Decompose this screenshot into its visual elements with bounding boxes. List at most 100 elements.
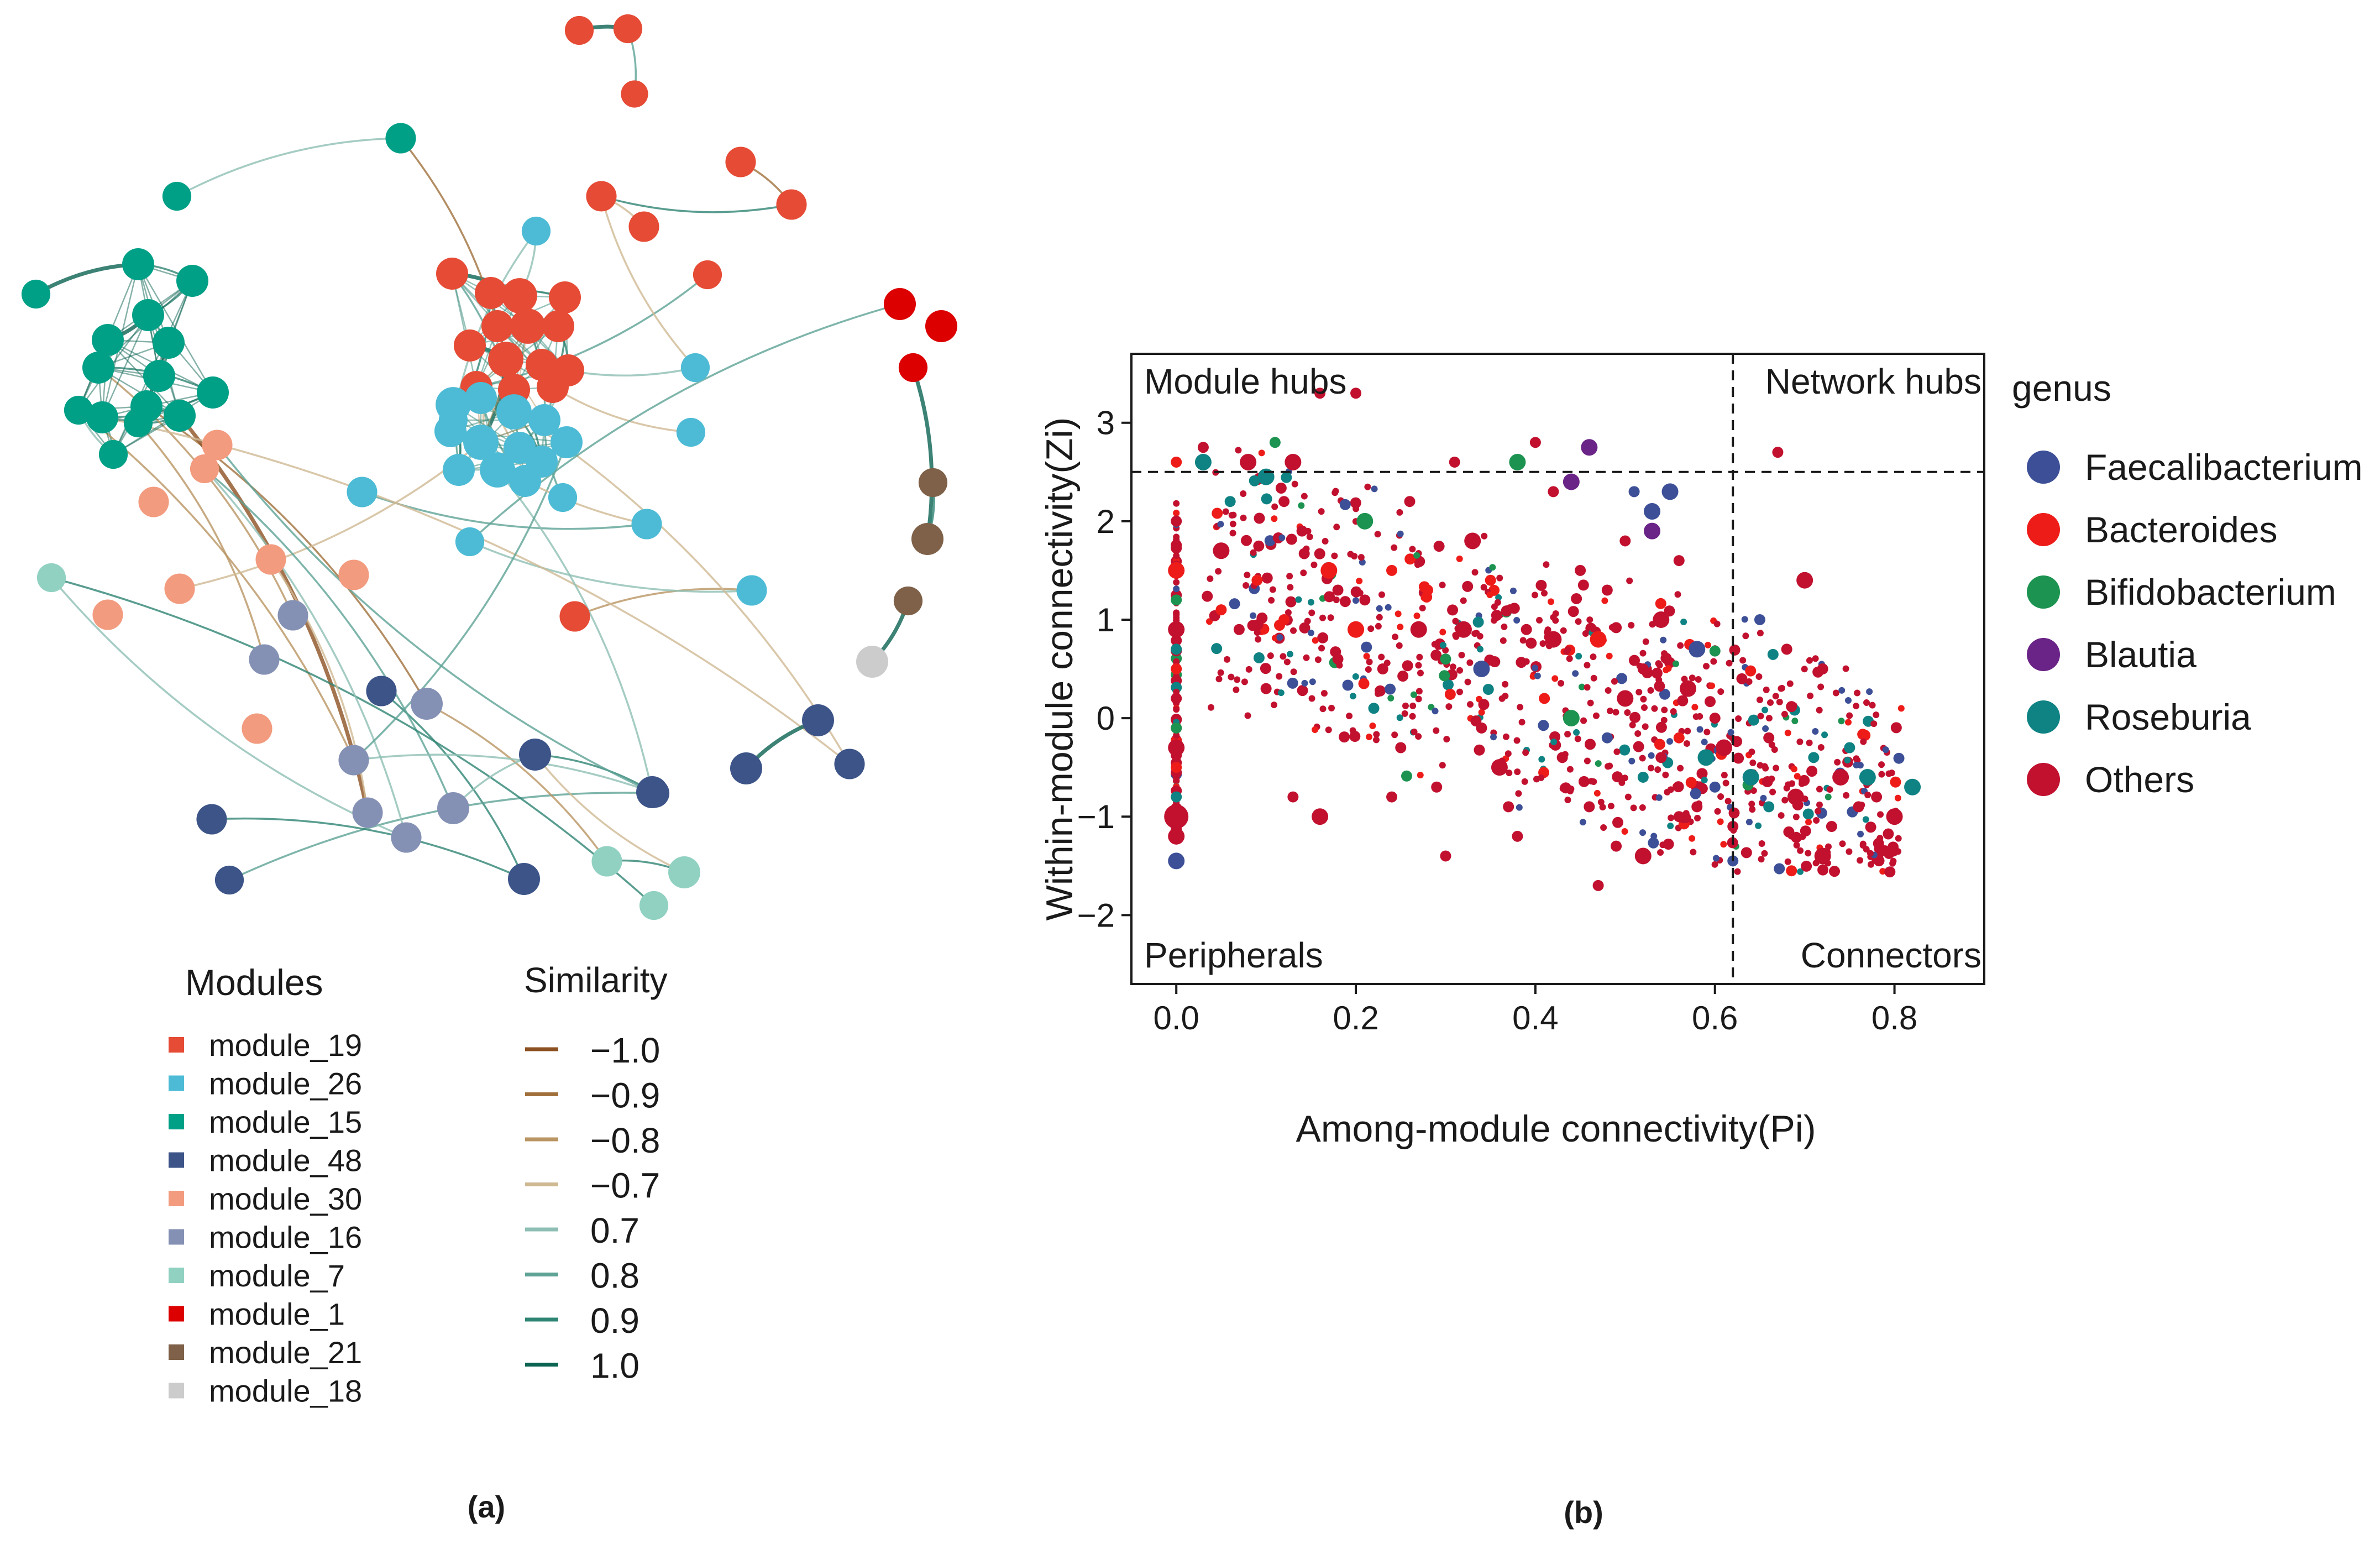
scatter-point xyxy=(1456,667,1464,674)
scatter-point-highlight xyxy=(1168,562,1185,579)
scatter-point xyxy=(1860,738,1867,745)
scatter-point xyxy=(1599,804,1606,811)
network-node-module-19 xyxy=(436,258,468,290)
scatter-point xyxy=(1597,798,1605,805)
scatter-point xyxy=(1374,531,1381,538)
scatter-point xyxy=(1207,575,1214,582)
scatter-point xyxy=(1290,668,1297,676)
scatter-point xyxy=(1277,689,1285,697)
network-node-module-15 xyxy=(176,265,208,297)
scatter-point xyxy=(1762,776,1773,788)
network-edge xyxy=(229,792,656,881)
scatter-point-highlight xyxy=(1644,503,1661,520)
scatter-point xyxy=(1633,741,1644,752)
scatter-point xyxy=(1762,765,1769,772)
scatter-point-highlight xyxy=(1440,653,1451,665)
scatter-point xyxy=(1445,703,1453,710)
y-tick-label: 2 xyxy=(1097,503,1115,540)
scatter-point-highlight xyxy=(1296,525,1308,537)
scatter-point-highlight xyxy=(1886,808,1903,825)
scatter-point-highlight xyxy=(1476,722,1487,734)
network-edge xyxy=(600,196,696,369)
scatter-point xyxy=(1630,804,1637,812)
scatter-point-highlight xyxy=(1194,453,1212,470)
scatter-point xyxy=(1590,778,1597,785)
scatter-point xyxy=(1350,497,1361,509)
network-node-module-15 xyxy=(123,408,153,438)
scatter-point xyxy=(1310,561,1318,568)
network-node-module-30 xyxy=(202,430,233,460)
scatter-point xyxy=(1327,614,1334,621)
scatter-point xyxy=(1447,604,1459,616)
scatter-point xyxy=(1613,748,1621,755)
network-node-module-19 xyxy=(586,181,617,212)
scatter-point-highlight xyxy=(1529,437,1541,448)
network-node-module-15 xyxy=(132,299,164,331)
scatter-point xyxy=(1255,636,1262,643)
genus-legend-label: Faecalibacterium xyxy=(2085,447,2363,488)
scatter-point xyxy=(1504,750,1512,757)
scatter-point xyxy=(1839,840,1846,847)
scatter-point xyxy=(1703,663,1710,670)
scatter-point-highlight xyxy=(1224,496,1236,507)
scatter-point xyxy=(1312,726,1319,733)
scatter-point xyxy=(1629,721,1636,729)
scatter-point xyxy=(1774,863,1785,875)
scatter-point xyxy=(1420,594,1428,601)
module-legend-label: module_48 xyxy=(209,1143,362,1178)
scatter-point xyxy=(1720,841,1727,848)
scatter-point xyxy=(1211,643,1223,655)
network-node-module-26 xyxy=(496,394,532,430)
scatter-point xyxy=(1577,579,1589,591)
scatter-point xyxy=(1385,683,1396,695)
y-tick-label: 1 xyxy=(1097,601,1115,638)
scatter-point xyxy=(1525,637,1537,649)
genus-legend-title: genus xyxy=(2012,368,2111,409)
network-node-module-26 xyxy=(528,404,560,436)
scatter-point xyxy=(1283,658,1291,666)
scatter-point xyxy=(1826,786,1833,793)
network-node-module-15 xyxy=(86,401,118,433)
scatter-point xyxy=(1397,530,1404,537)
scatter-point xyxy=(1333,524,1340,531)
scatter-point xyxy=(1606,708,1613,715)
genus-legend: Faecalibacterium Bacteroides Bifidobacteri… xyxy=(2027,447,2363,800)
scatter-point xyxy=(1349,693,1356,700)
scatter-point xyxy=(1739,657,1747,664)
scatter-point-highlight xyxy=(1691,801,1703,813)
similarity-legend-label: −1.0 xyxy=(590,1030,660,1070)
similarity-legend-title: Similarity xyxy=(524,960,668,1000)
scatter-point-highlight xyxy=(1754,614,1765,625)
scatter-point xyxy=(1584,662,1591,669)
scatter-point xyxy=(1491,610,1502,621)
scatter-point xyxy=(1366,658,1373,666)
scatter-point-highlight xyxy=(1844,742,1855,753)
network-node-module-1 xyxy=(898,353,928,383)
scatter-point xyxy=(1217,669,1224,676)
scatter-point xyxy=(1791,718,1799,725)
scatter-point xyxy=(1276,634,1283,641)
scatter-point xyxy=(1442,647,1449,654)
scatter-point xyxy=(1575,618,1582,625)
scatter-point xyxy=(1173,611,1180,619)
scatter-point xyxy=(1245,666,1252,673)
scatter-point xyxy=(1654,766,1661,773)
scatter-point xyxy=(1173,579,1180,586)
scatter-point xyxy=(1267,652,1274,660)
genus-legend-swatch xyxy=(2027,513,2060,546)
scatter-point xyxy=(1312,637,1319,644)
network-node-module-26 xyxy=(631,509,662,540)
scatter-point-highlight xyxy=(1563,473,1580,490)
scatter-point-highlight xyxy=(1168,852,1185,870)
scatter-point xyxy=(1661,706,1668,714)
scatter-point xyxy=(1490,734,1497,741)
scatter-point xyxy=(1375,622,1382,630)
scatter-point xyxy=(1464,678,1471,685)
scatter-point xyxy=(1372,736,1380,744)
network-edge xyxy=(496,469,653,793)
scatter-point xyxy=(1244,572,1251,579)
network-node-module-48 xyxy=(730,752,762,784)
scatter-point xyxy=(1741,847,1752,859)
scatter-point xyxy=(1532,664,1539,672)
y-tick-label: 3 xyxy=(1097,405,1115,442)
